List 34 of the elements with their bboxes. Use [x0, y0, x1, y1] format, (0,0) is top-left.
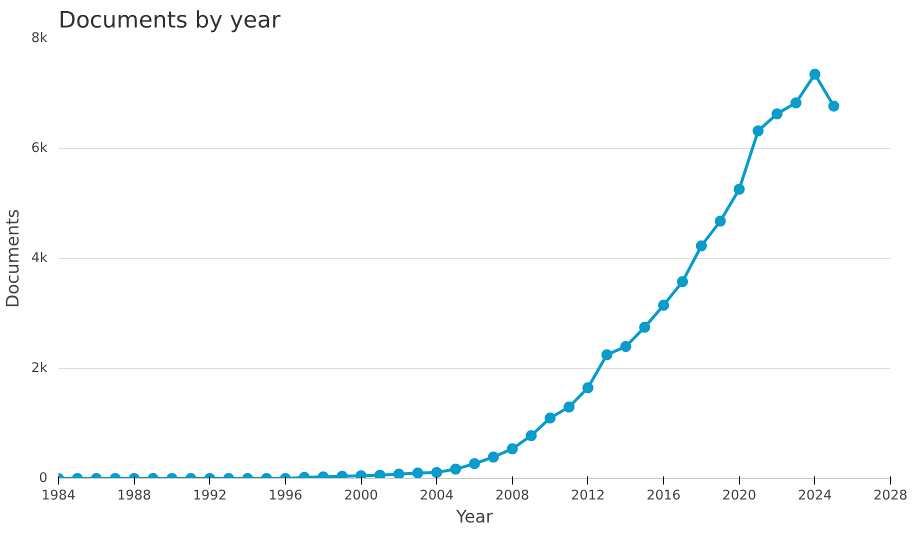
point	[714, 216, 726, 227]
point	[790, 97, 802, 108]
point	[601, 349, 612, 360]
x-tick-label: 2008	[495, 488, 530, 504]
x-tick-label: 2016	[646, 488, 681, 504]
x-tick-label: 1984	[42, 488, 76, 504]
x-tick-label: 2028	[874, 488, 908, 504]
x-tick-label: 2004	[420, 488, 454, 504]
y-axis-title: Documents	[3, 209, 24, 308]
point	[752, 125, 764, 136]
x-tick-label: 2012	[570, 488, 605, 504]
point	[772, 108, 783, 120]
x-tick-label: 2024	[798, 488, 832, 504]
x-tick-label: 1996	[268, 488, 302, 504]
point	[828, 100, 840, 112]
x-tick-label: 2020	[722, 488, 756, 504]
point	[639, 322, 650, 333]
chart-title: Documents by year	[58, 8, 282, 34]
point	[677, 276, 688, 288]
point	[374, 470, 386, 478]
y-tick-label: 4k	[31, 251, 48, 266]
point	[620, 341, 632, 352]
x-tick-label: 1988	[117, 488, 152, 504]
y-tick-label: 8k	[31, 31, 48, 46]
y-tick-label: 2k	[31, 361, 48, 376]
point	[809, 68, 820, 80]
x-axis-title: Year	[455, 508, 494, 528]
point	[734, 184, 745, 195]
x-tick-label: 2000	[344, 488, 378, 504]
y-tick-label: 6k	[31, 141, 48, 156]
y-tick-label: 0	[39, 471, 48, 486]
point	[696, 240, 707, 252]
point	[658, 300, 670, 311]
x-tick-label: 1992	[192, 488, 227, 504]
